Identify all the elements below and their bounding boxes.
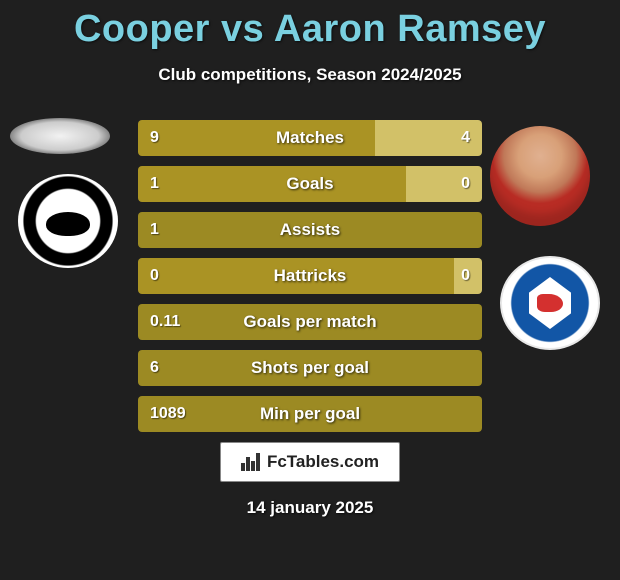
stat-row: 10Goals	[138, 166, 482, 202]
subtitle: Club competitions, Season 2024/2025	[0, 65, 620, 85]
stat-right-value: 4	[375, 120, 482, 156]
stat-left-value: 0	[138, 258, 454, 294]
stat-right-value: 0	[406, 166, 482, 202]
stat-left-value: 9	[138, 120, 375, 156]
club-badge-left	[18, 174, 118, 268]
footer-logo: FcTables.com	[220, 442, 400, 482]
page-title: Cooper vs Aaron Ramsey	[0, 0, 620, 51]
stat-left-value: 1	[138, 166, 406, 202]
footer-date: 14 january 2025	[0, 498, 620, 518]
player-photo-right	[490, 126, 590, 226]
stat-row: 6Shots per goal	[138, 350, 482, 386]
stat-bars: 94Matches 10Goals 1Assists 00Hattricks 0.11G…	[138, 120, 482, 442]
bar-chart-icon	[241, 453, 263, 471]
footer-logo-text: FcTables.com	[267, 452, 379, 472]
stat-right-value: 0	[454, 258, 482, 294]
stat-left-value: 6	[138, 350, 482, 386]
stat-row: 1089Min per goal	[138, 396, 482, 432]
club-badge-right	[500, 256, 600, 350]
stat-left-value: 1	[138, 212, 482, 248]
stat-row: 00Hattricks	[138, 258, 482, 294]
stat-row: 1Assists	[138, 212, 482, 248]
player-photo-left	[10, 118, 110, 154]
stat-left-value: 0.11	[138, 304, 482, 340]
stat-row: 0.11Goals per match	[138, 304, 482, 340]
stat-row: 94Matches	[138, 120, 482, 156]
stat-left-value: 1089	[138, 396, 482, 432]
